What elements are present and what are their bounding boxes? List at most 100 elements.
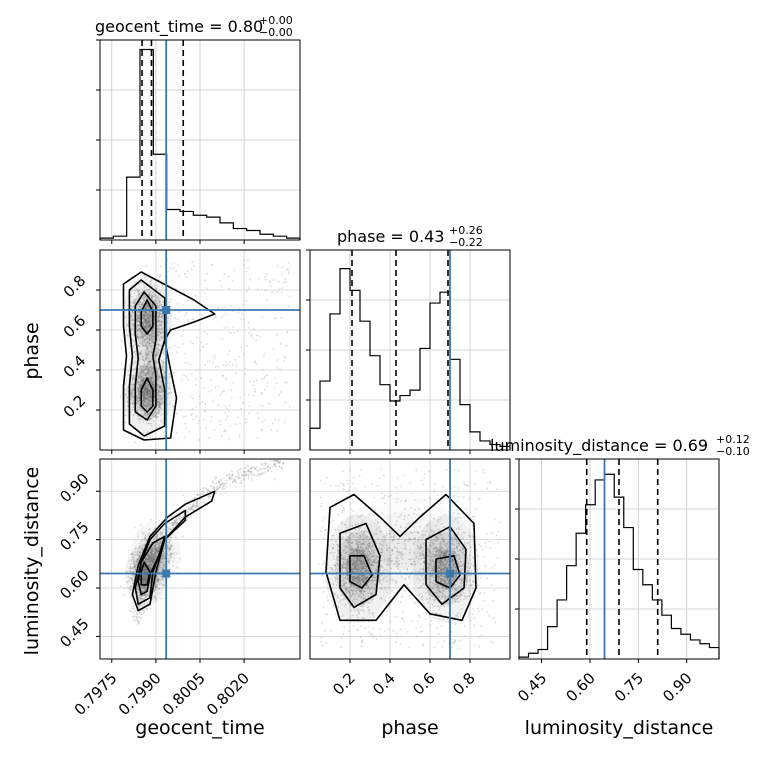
sample-point <box>146 602 149 605</box>
sample-point <box>149 360 152 363</box>
sample-point <box>145 397 148 400</box>
sample-point <box>147 293 150 296</box>
sample-point <box>156 401 159 403</box>
sample-point <box>150 339 153 342</box>
sample-point <box>159 400 162 403</box>
sample-point <box>149 377 152 379</box>
sample-point <box>148 370 150 373</box>
sample-point <box>148 395 151 397</box>
sample-point <box>144 567 147 570</box>
sample-point <box>142 400 145 402</box>
sample-point <box>190 341 193 344</box>
sample-point <box>163 431 166 434</box>
sample-point <box>160 380 163 383</box>
sample-point <box>137 329 140 332</box>
sample-point <box>265 273 268 276</box>
sample-point <box>138 352 141 355</box>
sample-point <box>148 589 151 592</box>
sample-point <box>265 374 268 377</box>
sample-point <box>154 295 157 297</box>
sample-point <box>143 319 146 322</box>
sample-point <box>140 371 143 373</box>
sample-point <box>144 388 147 391</box>
sample-point <box>147 389 150 392</box>
sample-point <box>142 398 145 401</box>
sample-point <box>139 524 142 526</box>
sample-point <box>152 378 154 381</box>
sample-point <box>156 352 159 355</box>
sample-point <box>210 415 213 418</box>
sample-point <box>148 292 151 295</box>
sample-point <box>150 317 153 320</box>
sample-point <box>151 284 153 287</box>
sample-point <box>182 343 185 345</box>
sample-point <box>143 317 146 320</box>
sample-point <box>175 287 178 290</box>
sample-point <box>136 335 139 338</box>
sample-point <box>232 382 235 384</box>
sample-point <box>153 388 156 391</box>
sample-point <box>154 355 157 357</box>
sample-point <box>132 389 134 392</box>
sample-point <box>241 313 244 316</box>
sample-point <box>138 294 140 297</box>
sample-point <box>225 360 228 363</box>
sample-point <box>138 301 141 304</box>
sample-point <box>151 377 153 380</box>
sample-point <box>211 361 214 363</box>
sample-point <box>172 262 175 265</box>
sample-point <box>163 353 165 356</box>
sample-point <box>167 387 170 390</box>
sample-point <box>245 474 248 477</box>
sample-point <box>130 314 133 317</box>
sample-point <box>156 375 159 378</box>
sample-point <box>149 315 152 318</box>
sample-point <box>143 296 146 299</box>
sample-point <box>275 459 278 462</box>
sample-point <box>157 316 160 319</box>
sample-point <box>156 404 159 407</box>
sample-point <box>146 302 148 305</box>
sample-point <box>148 402 150 405</box>
sample-point <box>134 360 137 363</box>
sample-point <box>156 400 159 403</box>
sample-point <box>239 423 242 425</box>
sample-point <box>144 596 147 599</box>
sample-point <box>148 323 151 326</box>
sample-point <box>147 310 150 313</box>
sample-point <box>136 319 139 322</box>
sample-point <box>144 326 147 328</box>
sample-point <box>210 264 213 267</box>
sample-point <box>157 395 159 398</box>
sample-point <box>148 360 151 363</box>
sample-point <box>169 391 172 394</box>
sample-point <box>141 334 144 337</box>
sample-point <box>132 318 134 321</box>
sample-point <box>155 369 158 371</box>
sample-point <box>148 326 151 329</box>
sample-point <box>279 391 282 393</box>
sample-point <box>150 518 152 521</box>
sample-point <box>139 352 142 355</box>
sample-point <box>145 324 148 327</box>
sample-point <box>148 320 151 323</box>
sample-point <box>244 373 246 375</box>
sample-point <box>233 480 236 483</box>
sample-point <box>146 574 148 577</box>
sample-point <box>149 325 151 328</box>
sample-point <box>263 467 266 470</box>
sample-point <box>157 348 160 350</box>
sample-point <box>144 569 146 572</box>
sample-point <box>132 323 135 325</box>
sample-point <box>155 413 158 416</box>
sample-point <box>144 311 147 313</box>
sample-point <box>161 399 163 402</box>
sample-point <box>150 397 153 399</box>
sample-point <box>120 339 123 342</box>
sample-point <box>160 365 163 368</box>
sample-point <box>148 335 151 337</box>
sample-point <box>160 336 162 338</box>
sample-point <box>200 493 203 495</box>
sample-point <box>155 598 157 601</box>
sample-point <box>149 312 152 315</box>
